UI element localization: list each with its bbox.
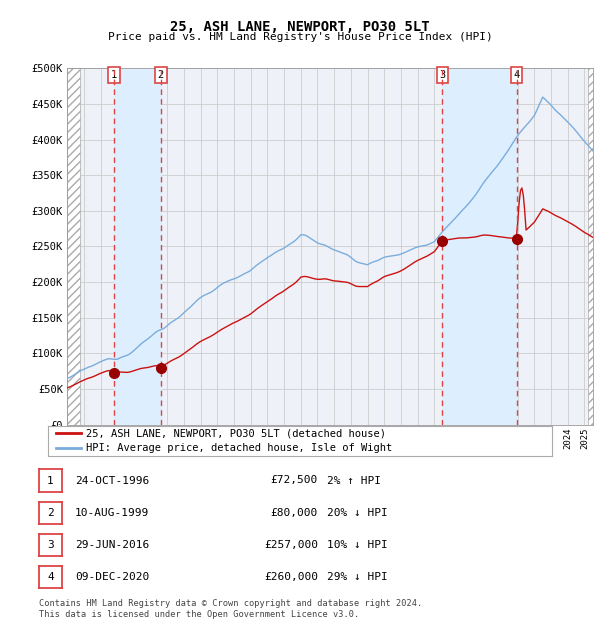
Text: 10% ↓ HPI: 10% ↓ HPI xyxy=(327,540,388,550)
Bar xyxy=(67,68,80,425)
Text: 20% ↓ HPI: 20% ↓ HPI xyxy=(327,508,388,518)
Text: 2% ↑ HPI: 2% ↑ HPI xyxy=(327,476,381,485)
Text: 25, ASH LANE, NEWPORT, PO30 5LT: 25, ASH LANE, NEWPORT, PO30 5LT xyxy=(170,20,430,34)
Text: 29-JUN-2016: 29-JUN-2016 xyxy=(75,540,149,550)
Text: Price paid vs. HM Land Registry's House Price Index (HPI): Price paid vs. HM Land Registry's House … xyxy=(107,32,493,42)
Text: 2: 2 xyxy=(158,70,164,80)
Text: 1: 1 xyxy=(111,70,117,80)
Text: 29% ↓ HPI: 29% ↓ HPI xyxy=(327,572,388,582)
Text: 25, ASH LANE, NEWPORT, PO30 5LT (detached house): 25, ASH LANE, NEWPORT, PO30 5LT (detache… xyxy=(86,428,386,438)
Text: £80,000: £80,000 xyxy=(271,508,318,518)
Text: 4: 4 xyxy=(47,572,54,582)
Text: £72,500: £72,500 xyxy=(271,476,318,485)
Text: 10-AUG-1999: 10-AUG-1999 xyxy=(75,508,149,518)
Text: 24-OCT-1996: 24-OCT-1996 xyxy=(75,476,149,485)
Text: 4: 4 xyxy=(514,70,520,80)
Text: HPI: Average price, detached house, Isle of Wight: HPI: Average price, detached house, Isle… xyxy=(86,443,392,453)
Text: 2: 2 xyxy=(47,508,54,518)
Bar xyxy=(114,68,161,425)
Text: 3: 3 xyxy=(47,540,54,550)
Bar xyxy=(442,68,517,425)
Text: 3: 3 xyxy=(439,70,446,80)
Text: 1: 1 xyxy=(47,476,54,485)
Text: £257,000: £257,000 xyxy=(264,540,318,550)
Text: Contains HM Land Registry data © Crown copyright and database right 2024.
This d: Contains HM Land Registry data © Crown c… xyxy=(39,600,422,619)
Bar xyxy=(588,68,593,425)
Text: 09-DEC-2020: 09-DEC-2020 xyxy=(75,572,149,582)
Text: £260,000: £260,000 xyxy=(264,572,318,582)
